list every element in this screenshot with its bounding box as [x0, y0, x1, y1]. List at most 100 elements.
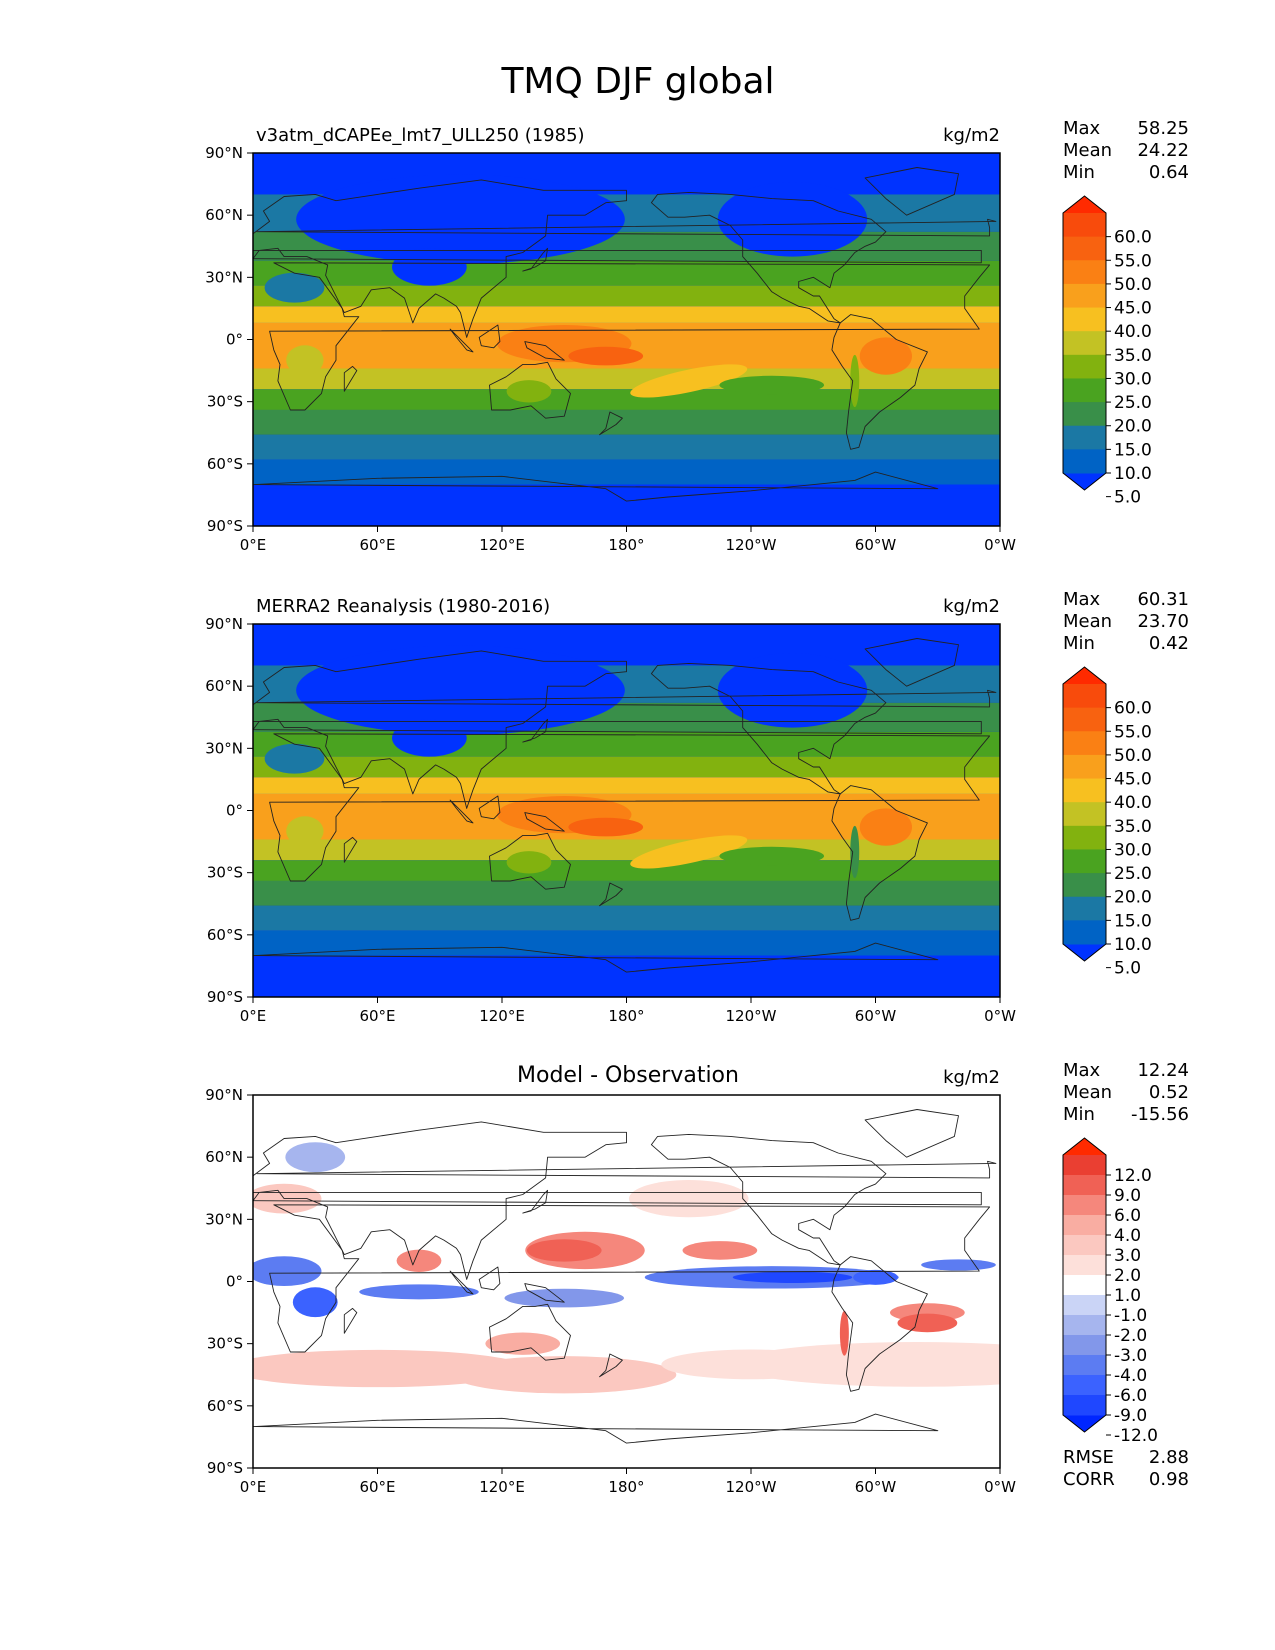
coastline: [253, 1121, 982, 1280]
lon-tick-label: 0°E: [240, 536, 267, 554]
corr-value: 0.98: [1149, 1469, 1189, 1490]
colorbar-segment: [1063, 802, 1106, 827]
coastline: [489, 361, 571, 419]
coastline: [650, 1133, 887, 1266]
colorbar-segment: [1063, 260, 1106, 285]
colorbar-label: 10.0: [1114, 935, 1152, 955]
colorbar-extend-max: [1063, 667, 1106, 684]
lon-tick-label: 120°W: [726, 536, 777, 554]
colorbar-extend-min: [1063, 473, 1106, 490]
lat-tick-label: 30°S: [207, 864, 243, 882]
coastline: [343, 836, 358, 863]
lat-tick-label: 30°S: [207, 1335, 243, 1353]
colorbar: 12.09.06.04.03.02.01.0-1.0-2.0-3.0-4.0-6…: [1062, 1137, 1158, 1446]
colorbar-segment: [1063, 707, 1106, 732]
coastline: [489, 832, 571, 890]
colorbar-label: 10.0: [1114, 464, 1152, 484]
stat-max-label: Max: [1063, 589, 1101, 610]
lat-tick-label: 0°: [226, 802, 243, 820]
colorbar-label: -4.0: [1114, 1366, 1147, 1386]
coastline: [599, 411, 623, 436]
lat-tick-label: 60°S: [207, 1397, 243, 1415]
lon-tick-label: 120°E: [479, 1007, 525, 1025]
panel-subtitle: MERRA2 Reanalysis (1980-2016): [256, 596, 550, 617]
stat-mean-label: Mean: [1063, 611, 1112, 632]
colorbar-label: -2.0: [1114, 1326, 1147, 1346]
lat-tick-label: 90°S: [207, 988, 243, 1006]
colorbar-segment: [1063, 1335, 1106, 1356]
colorbar-segment: [1063, 731, 1106, 756]
colorbar-segment: [1063, 1355, 1106, 1376]
colorbar-label: 9.0: [1114, 1186, 1141, 1206]
lon-tick-label: 120°E: [479, 536, 525, 554]
stat-max-value: 58.25: [1137, 118, 1189, 139]
coastline: [522, 1189, 549, 1214]
lat-tick-label: 30°N: [205, 739, 243, 757]
colorbar-label: 5.0: [1114, 488, 1141, 508]
colorbar-label: 40.0: [1114, 793, 1152, 813]
coastline: [524, 1283, 565, 1303]
lat-tick-label: 90°N: [205, 144, 243, 162]
coastline: [253, 650, 982, 809]
colorbar-label: 25.0: [1114, 393, 1152, 413]
colorbar-segment: [1063, 684, 1106, 709]
colorbar-segment: [1063, 1215, 1106, 1236]
lat-tick-label: 90°N: [205, 1086, 243, 1104]
axis-ticks: 90°N 60°N 30°N 0° 30°S 60°S 90°S0°E 60°E 120°E 18…: [205, 144, 1016, 554]
lat-tick-label: 60°N: [205, 206, 243, 224]
colorbar-segment: [1063, 307, 1106, 332]
stats-box: Max 12.24 Mean 0.52 Min -15.56: [1063, 1060, 1189, 1125]
stat-min-label: Min: [1063, 162, 1095, 183]
colorbar-segment: [1063, 331, 1106, 356]
coastline: [478, 795, 501, 820]
colorbar-segment: [1063, 825, 1106, 850]
colorbar-label: 35.0: [1114, 817, 1152, 837]
lon-tick-label: 0°E: [240, 1478, 267, 1496]
panel-difference: Model - Observation kg/m2 90°N 60°N 30°N 0°…: [205, 1060, 1189, 1496]
colorbar: 60.0 55.0 50.0 45.0 40.0 35.0 30.0 25.0 20.0 15.0…: [1062, 195, 1152, 508]
map-area: [253, 153, 1000, 526]
stat-mean-value: 0.52: [1149, 1082, 1189, 1103]
coastline: [650, 662, 887, 795]
colorbar-label: 30.0: [1114, 840, 1152, 860]
coastline: [599, 882, 623, 907]
lon-tick-label: 60°E: [359, 536, 395, 554]
colorbar-label: 55.0: [1114, 722, 1152, 742]
colorbar-label: 15.0: [1114, 440, 1152, 460]
coastline: [650, 191, 887, 324]
colorbar-label: -9.0: [1114, 1406, 1147, 1426]
colorbar-label: 2.0: [1114, 1266, 1141, 1286]
coastline: [449, 799, 474, 824]
lon-tick-label: 0°W: [984, 1478, 1016, 1496]
stat-max-value: 60.31: [1137, 589, 1189, 610]
panel-observation: MERRA2 Reanalysis (1980-2016) kg/m2 90°N…: [205, 589, 1189, 1025]
stat-max-label: Max: [1063, 1060, 1101, 1081]
coastline-outlines: [253, 1109, 997, 1444]
colorbar-label: 5.0: [1114, 959, 1141, 979]
lon-tick-label: 60°E: [359, 1478, 395, 1496]
figure-title: TMQ DJF global: [500, 61, 774, 102]
colorbar-segment: [1063, 213, 1106, 238]
coastline: [253, 179, 982, 338]
colorbar-label: 50.0: [1114, 275, 1152, 295]
coastline: [449, 328, 474, 353]
colorbar-label: 4.0: [1114, 1226, 1141, 1246]
colorbar-segment: [1063, 1195, 1106, 1216]
stat-min-value: 0.64: [1149, 162, 1189, 183]
lat-tick-label: 30°N: [205, 268, 243, 286]
colorbar-segment: [1063, 1155, 1106, 1176]
panel-subtitle: Model - Observation: [517, 1063, 739, 1088]
lon-tick-label: 0°W: [984, 536, 1016, 554]
coastline: [253, 942, 939, 973]
colorbar-label: -12.0: [1114, 1426, 1158, 1446]
stat-min-value: -15.56: [1131, 1104, 1189, 1125]
lon-tick-label: 120°W: [726, 1478, 777, 1496]
stat-min-value: 0.42: [1149, 633, 1189, 654]
panel-units: kg/m2: [943, 125, 1000, 146]
stats-box: Max 60.31 Mean 23.70 Min 0.42: [1063, 589, 1189, 654]
colorbar-segment: [1063, 896, 1106, 921]
lon-tick-label: 180°: [608, 1478, 644, 1496]
colorbar-segment: [1063, 1315, 1106, 1336]
stat-max-label: Max: [1063, 118, 1101, 139]
coastline: [256, 1160, 997, 1179]
